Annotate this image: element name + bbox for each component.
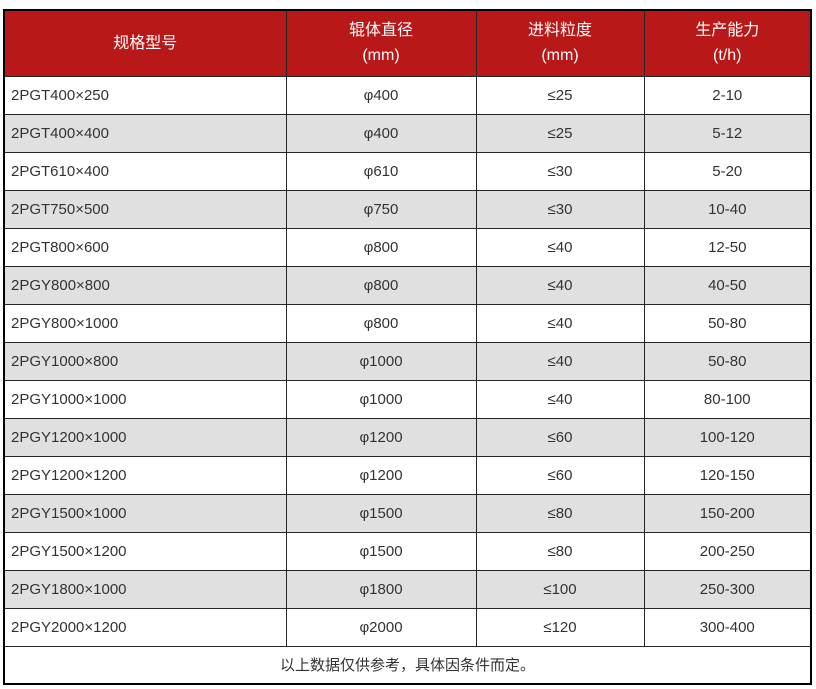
capacity-cell: 50-80 (643, 303, 812, 343)
feed-size-cell: ≤30 (475, 151, 645, 191)
capacity-cell: 50-80 (643, 341, 812, 381)
capacity-cell: 120-150 (643, 455, 812, 495)
model-cell: 2PGY1500×1000 (3, 493, 287, 533)
capacity-cell: 150-200 (643, 493, 812, 533)
capacity-cell: 5-20 (643, 151, 812, 191)
diameter-cell: φ1000 (285, 379, 477, 419)
diameter-cell: φ800 (285, 265, 477, 305)
feed-size-cell: ≤40 (475, 379, 645, 419)
header-roller-diameter-unit: (mm) (362, 47, 400, 65)
capacity-cell: 40-50 (643, 265, 812, 305)
table-row: 2PGY800×800 φ800 ≤40 40-50 (3, 265, 812, 305)
diameter-cell: φ400 (285, 75, 477, 115)
spec-table: 规格型号 辊体直径 (mm) 进料粒度 (mm) 生产能力 (t/h) 2PGT… (3, 9, 812, 685)
table-row: 2PGY1200×1000 φ1200 ≤60 100-120 (3, 417, 812, 457)
header-model: 规格型号 (3, 9, 287, 77)
table-row: 2PGY2000×1200 φ2000 ≤120 300-400 (3, 607, 812, 647)
header-model-title: 规格型号 (113, 34, 178, 52)
feed-size-cell: ≤40 (475, 227, 645, 267)
table-row: 2PGY1500×1200 φ1500 ≤80 200-250 (3, 531, 812, 571)
table-row: 2PGT800×600 φ800 ≤40 12-50 (3, 227, 812, 267)
feed-size-cell: ≤120 (475, 607, 645, 647)
header-capacity-title: 生产能力 (695, 22, 760, 40)
feed-size-cell: ≤60 (475, 455, 645, 495)
capacity-cell: 10-40 (643, 189, 812, 229)
footer-row: 以上数据仅供参考，具体因条件而定。 (3, 645, 812, 685)
diameter-cell: φ2000 (285, 607, 477, 647)
table-footer: 以上数据仅供参考，具体因条件而定。 (3, 645, 812, 685)
model-cell: 2PGY1500×1200 (3, 531, 287, 571)
diameter-cell: φ1200 (285, 417, 477, 457)
header-feed-size: 进料粒度 (mm) (475, 9, 645, 77)
diameter-cell: φ750 (285, 189, 477, 229)
capacity-cell: 2-10 (643, 75, 812, 115)
model-cell: 2PGY2000×1200 (3, 607, 287, 647)
header-capacity: 生产能力 (t/h) (643, 9, 812, 77)
model-cell: 2PGY1200×1200 (3, 455, 287, 495)
diameter-cell: φ800 (285, 227, 477, 267)
table-header: 规格型号 辊体直径 (mm) 进料粒度 (mm) 生产能力 (t/h) (3, 9, 812, 77)
diameter-cell: φ1200 (285, 455, 477, 495)
feed-size-cell: ≤60 (475, 417, 645, 457)
table-row: 2PGY1000×800 φ1000 ≤40 50-80 (3, 341, 812, 381)
model-cell: 2PGT400×250 (3, 75, 287, 115)
model-cell: 2PGT610×400 (3, 151, 287, 191)
model-cell: 2PGT800×600 (3, 227, 287, 267)
diameter-cell: φ800 (285, 303, 477, 343)
diameter-cell: φ1000 (285, 341, 477, 381)
table-row: 2PGT400×250 φ400 ≤25 2-10 (3, 75, 812, 115)
header-feed-size-title: 进料粒度 (527, 22, 592, 40)
model-cell: 2PGY800×800 (3, 265, 287, 305)
model-cell: 2PGY1800×1000 (3, 569, 287, 609)
model-cell: 2PGT750×500 (3, 189, 287, 229)
capacity-cell: 100-120 (643, 417, 812, 457)
table-body: 2PGT400×250 φ400 ≤25 2-10 2PGT400×400 φ400 ≤25… (3, 75, 812, 647)
table-row: 2PGY1000×1000 φ1000 ≤40 80-100 (3, 379, 812, 419)
model-cell: 2PGY1000×1000 (3, 379, 287, 419)
footer-note: 以上数据仅供参考，具体因条件而定。 (3, 645, 812, 685)
table-row: 2PGT750×500 φ750 ≤30 10-40 (3, 189, 812, 229)
table-row: 2PGT400×400 φ400 ≤25 5-12 (3, 113, 812, 153)
feed-size-cell: ≤80 (475, 493, 645, 533)
capacity-cell: 250-300 (643, 569, 812, 609)
capacity-cell: 200-250 (643, 531, 812, 571)
model-cell: 2PGY1000×800 (3, 341, 287, 381)
diameter-cell: φ400 (285, 113, 477, 153)
capacity-cell: 300-400 (643, 607, 812, 647)
header-feed-size-unit: (mm) (541, 47, 579, 65)
feed-size-cell: ≤40 (475, 303, 645, 343)
feed-size-cell: ≤25 (475, 75, 645, 115)
feed-size-cell: ≤30 (475, 189, 645, 229)
feed-size-cell: ≤25 (475, 113, 645, 153)
feed-size-cell: ≤40 (475, 341, 645, 381)
capacity-cell: 80-100 (643, 379, 812, 419)
feed-size-cell: ≤80 (475, 531, 645, 571)
diameter-cell: φ610 (285, 151, 477, 191)
model-cell: 2PGT400×400 (3, 113, 287, 153)
diameter-cell: φ1500 (285, 493, 477, 533)
model-cell: 2PGY1200×1000 (3, 417, 287, 457)
table-row: 2PGY1800×1000 φ1800 ≤100 250-300 (3, 569, 812, 609)
header-roller-diameter: 辊体直径 (mm) (285, 9, 477, 77)
capacity-cell: 12-50 (643, 227, 812, 267)
diameter-cell: φ1800 (285, 569, 477, 609)
table-row: 2PGY1500×1000 φ1500 ≤80 150-200 (3, 493, 812, 533)
feed-size-cell: ≤100 (475, 569, 645, 609)
header-row: 规格型号 辊体直径 (mm) 进料粒度 (mm) 生产能力 (t/h) (3, 9, 812, 77)
header-capacity-unit: (t/h) (713, 47, 742, 65)
capacity-cell: 5-12 (643, 113, 812, 153)
table-row: 2PGY800×1000 φ800 ≤40 50-80 (3, 303, 812, 343)
table-row: 2PGT610×400 φ610 ≤30 5-20 (3, 151, 812, 191)
feed-size-cell: ≤40 (475, 265, 645, 305)
header-roller-diameter-title: 辊体直径 (348, 22, 413, 40)
table-row: 2PGY1200×1200 φ1200 ≤60 120-150 (3, 455, 812, 495)
diameter-cell: φ1500 (285, 531, 477, 571)
model-cell: 2PGY800×1000 (3, 303, 287, 343)
